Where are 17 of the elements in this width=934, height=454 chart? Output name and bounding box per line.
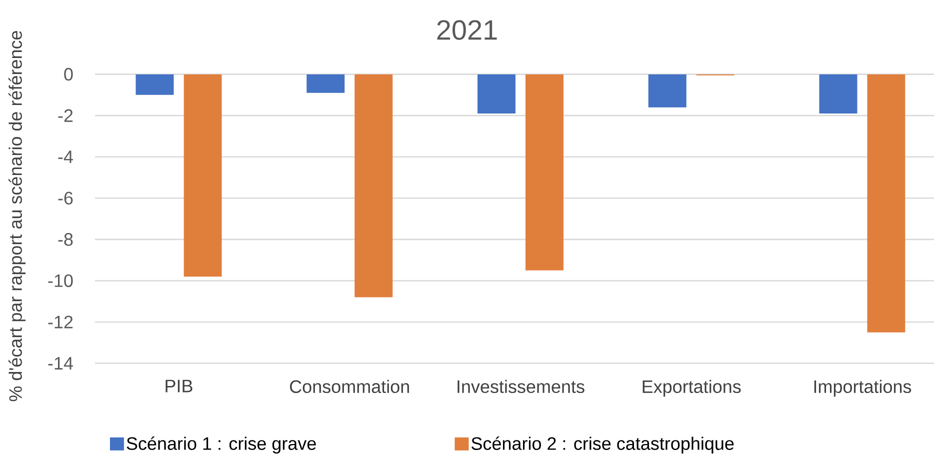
x-tick-label: Investissements [458, 380, 584, 394]
y-tick-label: -14 [48, 357, 73, 370]
x-tick-label: Exportations [642, 380, 741, 397]
x-tick-label: Importations [814, 380, 912, 397]
y-axis-title: % d'écart par rapport au scénario de référence [8, 31, 26, 402]
x-tick-label: PIB [166, 380, 192, 392]
y-tick-label: -4 [58, 150, 73, 164]
legend-label: Scénario 1 : crise grave [126, 436, 316, 454]
legend-label: Scénario 2 : crise catastrophique [472, 436, 734, 454]
y-tick-label: -6 [58, 192, 73, 205]
y-tick-label: -12 [48, 316, 73, 328]
y-tick-label: -10 [48, 274, 73, 288]
y-tick-label: -8 [58, 233, 73, 246]
x-tick-label: Consommation [290, 380, 409, 394]
chart-title: 2021 [437, 20, 497, 40]
y-tick-label: -2 [58, 109, 73, 122]
y-tick-label: 0 [64, 68, 73, 81]
